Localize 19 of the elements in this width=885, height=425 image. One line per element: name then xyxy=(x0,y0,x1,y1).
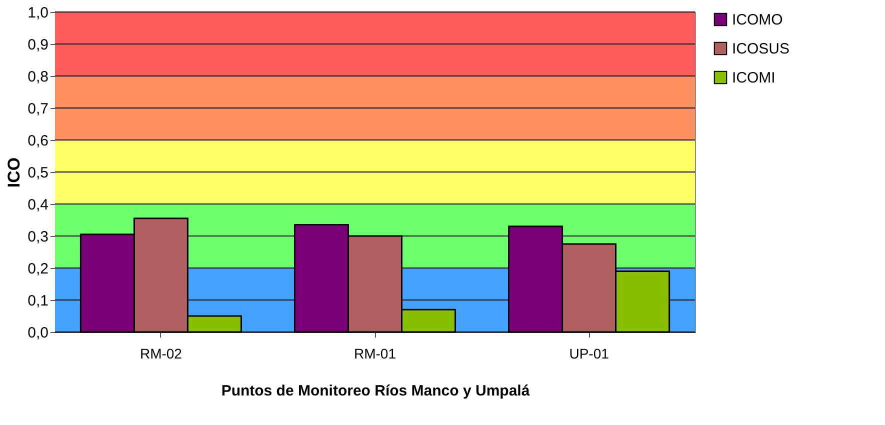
y-tick-label: 0,8 xyxy=(28,68,48,86)
y-tick-label: 0,1 xyxy=(28,292,48,310)
x-tick-label: RM-02 xyxy=(140,346,182,362)
y-axis-title: ICO xyxy=(4,157,24,188)
legend-label: ICOMI xyxy=(732,70,776,86)
x-tick-label: UP-01 xyxy=(569,346,610,362)
y-tick-label: 0,4 xyxy=(28,196,48,214)
x-tick-label: RM-01 xyxy=(354,346,396,362)
y-tick-label: 0,5 xyxy=(28,164,48,182)
y-tick-label: 0,3 xyxy=(28,228,48,246)
y-tick-label: 0,0 xyxy=(28,324,48,342)
x-axis-title: Puntos de Monitoreo Ríos Manco y Umpalá xyxy=(221,382,530,400)
y-tick-label: 0,9 xyxy=(28,36,48,54)
y-tick-label: 0,2 xyxy=(28,260,48,278)
legend-label: ICOMO xyxy=(732,12,783,28)
y-tick-label: 1,0 xyxy=(28,4,48,22)
y-tick-label: 0,7 xyxy=(28,100,48,118)
y-tick-label: 0,6 xyxy=(28,132,48,150)
legend-label: ICOSUS xyxy=(732,40,790,58)
